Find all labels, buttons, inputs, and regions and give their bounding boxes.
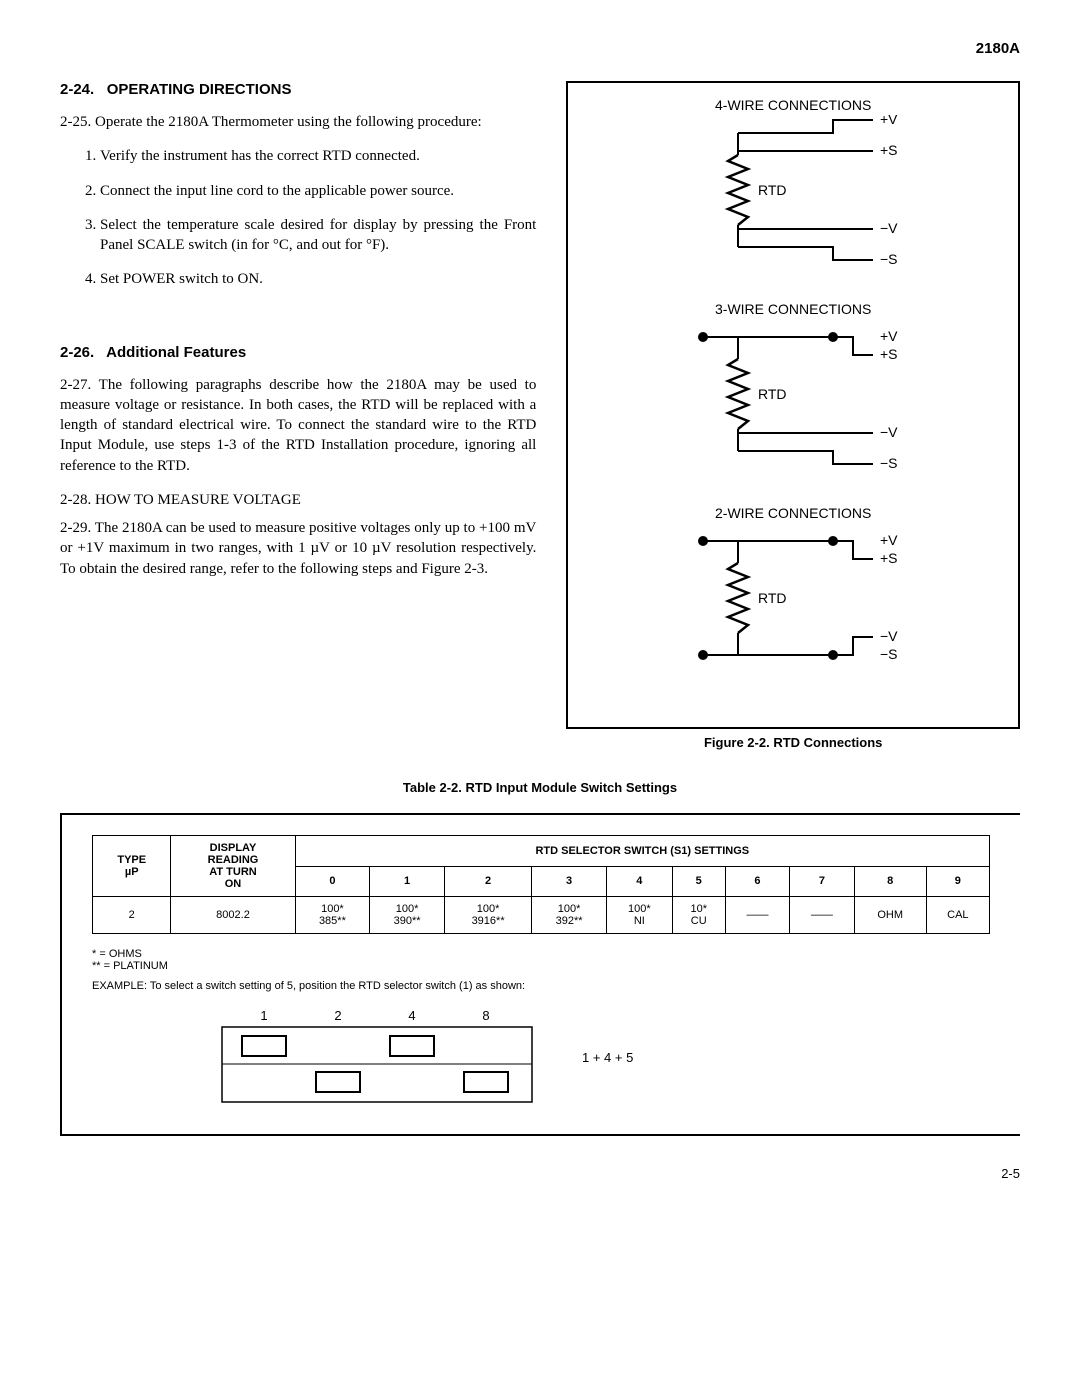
sub-228: 2-28. HOW TO MEASURE VOLTAGE (60, 490, 536, 510)
page-number: 2-5 (60, 1166, 1020, 1181)
col-type-header: TYPE µP (93, 836, 171, 897)
setting-cell: OHM (854, 897, 926, 934)
connection-block: 4-WIRE CONNECTIONS RTD +V +S −V −S (578, 97, 1008, 275)
cell-type: 2 (93, 897, 171, 934)
setting-num-header: 8 (854, 866, 926, 897)
cell-reading: 8002.2 (171, 897, 295, 934)
setting-cell: 100*392** (532, 897, 607, 934)
section-226-title: Additional Features (106, 344, 246, 361)
svg-text:+V: +V (880, 115, 898, 127)
svg-text:+S: +S (880, 550, 898, 566)
connection-title: 3-WIRE CONNECTIONS (578, 301, 1008, 317)
svg-text:+S: +S (880, 142, 898, 158)
section-226-num: 2-26. (60, 344, 94, 361)
setting-num-header: 5 (672, 866, 725, 897)
dip-switch-diagram: 1 2 4 8 1 + 4 + 5 (212, 1002, 990, 1112)
svg-text:8: 8 (482, 1008, 489, 1023)
connection-title: 2-WIRE CONNECTIONS (578, 505, 1008, 521)
setting-num-header: 0 (295, 866, 370, 897)
footnote-ohms: * = OHMS (92, 948, 990, 960)
col-settings-span: RTD SELECTOR SWITCH (S1) SETTINGS (295, 836, 989, 867)
setting-cell: 100*NI (606, 897, 672, 934)
table-example-text: EXAMPLE: To select a switch setting of 5… (92, 980, 990, 992)
svg-text:−S: −S (880, 646, 898, 662)
operating-steps: Verify the instrument has the correct RT… (60, 146, 536, 289)
step-4: Set POWER switch to ON. (100, 269, 536, 289)
svg-text:−V: −V (880, 628, 898, 644)
step-3: Select the temperature scale desired for… (100, 215, 536, 256)
step-1: Verify the instrument has the correct RT… (100, 146, 536, 166)
svg-text:−V: −V (880, 220, 898, 236)
setting-num-header: 2 (444, 866, 531, 897)
connection-block: 3-WIRE CONNECTIONS RTD +V +S −V −S (578, 301, 1008, 479)
dip-sum-label: 1 + 4 + 5 (582, 1050, 633, 1065)
para-229: 2-29. The 2180A can be used to measure p… (60, 518, 536, 579)
setting-num-header: 7 (790, 866, 854, 897)
section-224-num: 2-24. (60, 81, 94, 98)
setting-cell: CAL (926, 897, 989, 934)
setting-num-header: 1 (370, 866, 445, 897)
setting-cell: 100*390** (370, 897, 445, 934)
setting-cell: 10*CU (672, 897, 725, 934)
switch-settings-table: TYPE µP DISPLAY READING AT TURN ON RTD S… (92, 835, 990, 934)
setting-cell: —— (725, 897, 789, 934)
connection-block: 2-WIRE CONNECTIONS RTD +V +S −V −S (578, 505, 1008, 683)
svg-text:2: 2 (334, 1008, 341, 1023)
svg-text:RTD: RTD (758, 590, 787, 606)
svg-text:1: 1 (260, 1008, 267, 1023)
section-224-title: OPERATING DIRECTIONS (107, 81, 292, 98)
svg-text:RTD: RTD (758, 386, 787, 402)
svg-text:+V: +V (880, 532, 898, 548)
setting-cell: 100*385** (295, 897, 370, 934)
setting-num-header: 9 (926, 866, 989, 897)
section-224-heading: 2-24. OPERATING DIRECTIONS (60, 81, 536, 98)
col-display-header: DISPLAY READING AT TURN ON (171, 836, 295, 897)
right-column: 4-WIRE CONNECTIONS RTD +V +S −V −S 3-WIR… (566, 81, 1020, 750)
svg-text:−V: −V (880, 424, 898, 440)
table-2-2-wrap: TYPE µP DISPLAY READING AT TURN ON RTD S… (60, 813, 1020, 1136)
svg-text:−S: −S (880, 455, 898, 471)
left-column: 2-24. OPERATING DIRECTIONS 2-25. Operate… (60, 81, 536, 750)
figure-2-2-box: 4-WIRE CONNECTIONS RTD +V +S −V −S 3-WIR… (566, 81, 1020, 729)
para-225: 2-25. Operate the 2180A Thermometer usin… (60, 112, 536, 132)
figure-2-2-caption: Figure 2-2. RTD Connections (566, 735, 1020, 750)
setting-cell: —— (790, 897, 854, 934)
step-2: Connect the input line cord to the appli… (100, 181, 536, 201)
footnote-platinum: ** = PLATINUM (92, 960, 990, 972)
setting-cell: 100*3916** (444, 897, 531, 934)
svg-text:RTD: RTD (758, 182, 787, 198)
model-number: 2180A (60, 40, 1020, 57)
setting-num-header: 3 (532, 866, 607, 897)
setting-num-header: 6 (725, 866, 789, 897)
connection-title: 4-WIRE CONNECTIONS (578, 97, 1008, 113)
svg-text:4: 4 (408, 1008, 415, 1023)
table-2-2-caption: Table 2-2. RTD Input Module Switch Setti… (60, 780, 1020, 795)
svg-text:−S: −S (880, 251, 898, 267)
setting-num-header: 4 (606, 866, 672, 897)
dip-switch-svg: 1 2 4 8 (212, 1002, 552, 1112)
table-footnotes: * = OHMS ** = PLATINUM (92, 948, 990, 972)
svg-text:+V: +V (880, 328, 898, 344)
svg-text:+S: +S (880, 346, 898, 362)
section-226-heading: 2-26. Additional Features (60, 344, 536, 361)
para-227: 2-27. The following paragraphs describe … (60, 375, 536, 476)
